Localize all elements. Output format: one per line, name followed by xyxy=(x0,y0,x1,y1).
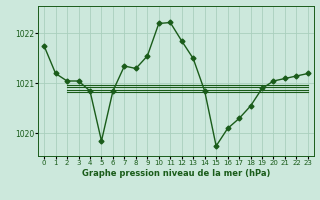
X-axis label: Graphe pression niveau de la mer (hPa): Graphe pression niveau de la mer (hPa) xyxy=(82,169,270,178)
